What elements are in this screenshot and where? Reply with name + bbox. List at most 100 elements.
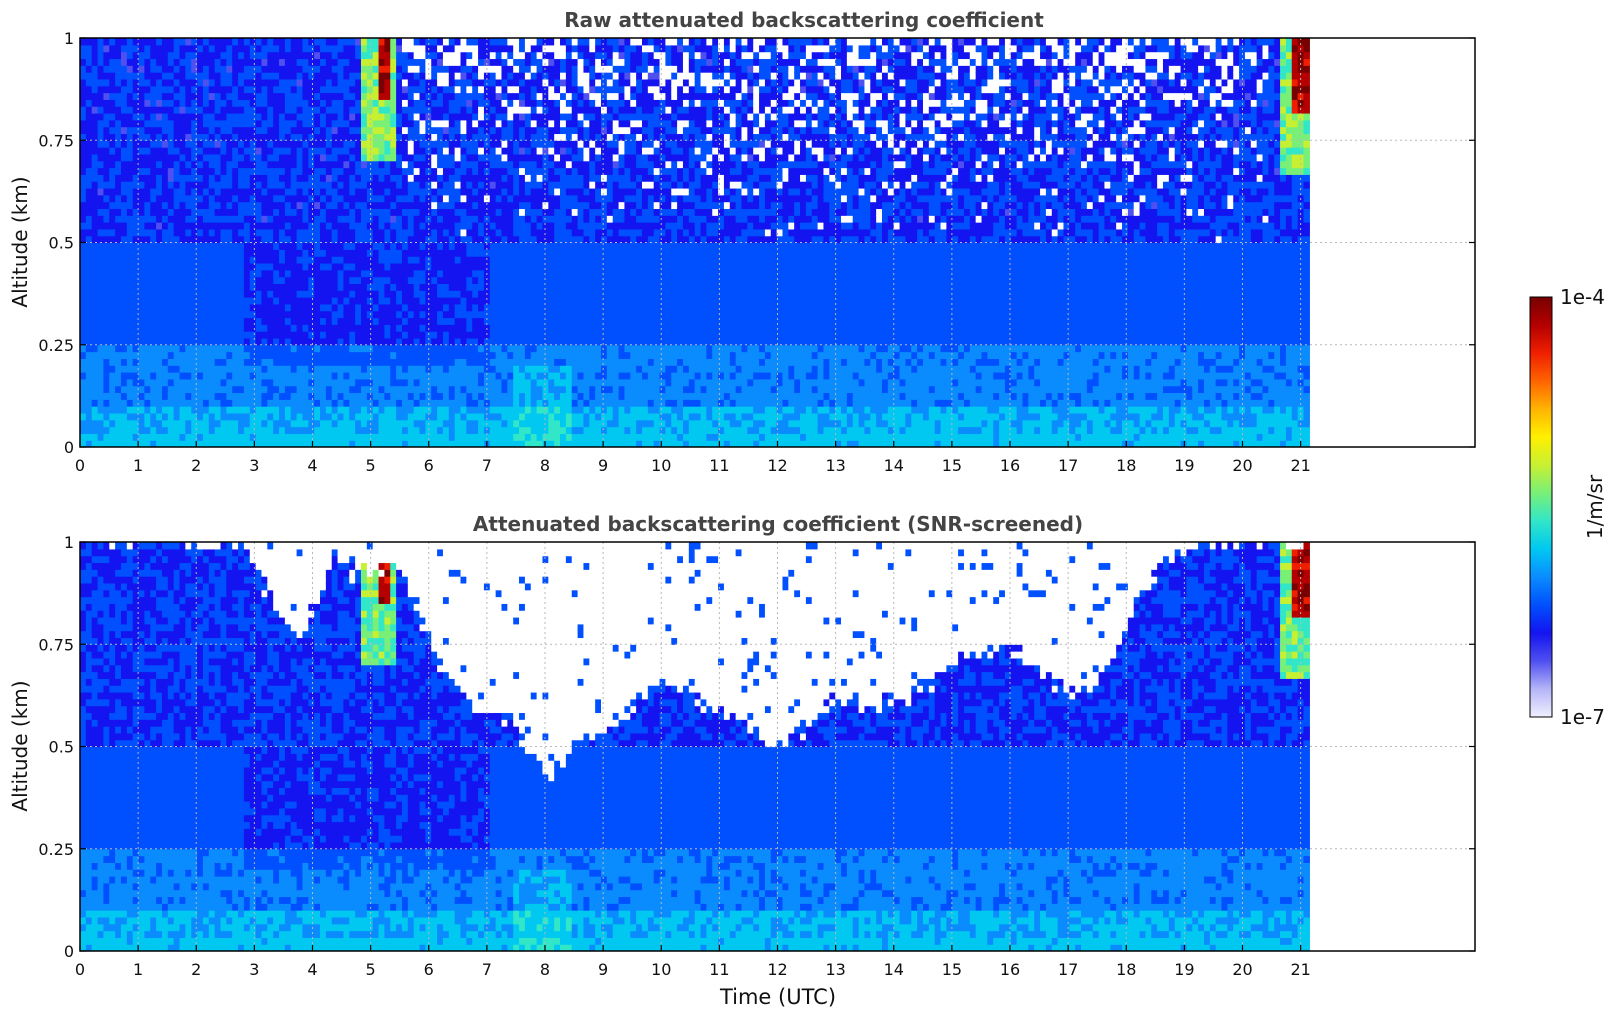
heatmap-cell (167, 406, 175, 414)
heatmap-cell (437, 78, 444, 87)
heatmap-cell (390, 344, 397, 353)
heatmap-cell (91, 351, 99, 359)
heatmap-cell (478, 385, 485, 394)
heatmap-cell (173, 78, 181, 87)
heatmap-cell (542, 208, 549, 216)
heatmap-cell (478, 201, 485, 210)
heatmap-cell (507, 378, 514, 387)
heatmap-cell (442, 399, 450, 407)
heatmap-cell (91, 106, 99, 114)
heatmap-cell (296, 324, 304, 332)
heatmap-cell (226, 331, 233, 339)
heatmap-cell (472, 228, 479, 237)
heatmap-cell (507, 310, 514, 319)
heatmap-cell (501, 406, 508, 414)
heatmap-cell (401, 399, 409, 407)
heatmap-cell (530, 249, 538, 257)
heatmap-cell (407, 283, 415, 291)
heatmap-cell (273, 283, 280, 291)
heatmap-cell (179, 378, 186, 387)
heatmap-cell (208, 440, 216, 447)
heatmap-cell (560, 412, 567, 421)
heatmap-cell (542, 303, 549, 312)
heatmap-cell (97, 133, 105, 141)
heatmap-cell (273, 365, 280, 373)
heatmap-cell (80, 262, 87, 271)
heatmap-cell (401, 385, 409, 394)
heatmap-cell (472, 92, 479, 100)
heatmap-cell (554, 276, 561, 284)
heatmap-cell (536, 222, 544, 230)
heatmap-cell (226, 140, 233, 148)
heatmap-cell (261, 126, 268, 135)
heatmap-cell (208, 324, 216, 332)
heatmap-cell (401, 112, 409, 121)
heatmap-cell (144, 133, 151, 141)
heatmap-cell (284, 208, 292, 216)
heatmap-cell (396, 406, 403, 414)
heatmap-cell (378, 85, 385, 94)
heatmap-cell (349, 106, 356, 114)
heatmap-cell (554, 269, 561, 278)
heatmap-cell (413, 65, 421, 73)
heatmap-cell (355, 283, 362, 291)
heatmap-cell (478, 378, 485, 387)
heatmap-cell (548, 440, 555, 447)
heatmap-cell (103, 160, 110, 169)
heatmap-cell (296, 65, 304, 73)
heatmap-cell (466, 38, 473, 46)
heatmap-cell (255, 126, 263, 135)
heatmap-cell (308, 412, 315, 421)
heatmap-cell (302, 317, 309, 325)
heatmap-cell (390, 65, 397, 73)
heatmap-cell (401, 297, 409, 305)
heatmap-cell (126, 337, 134, 346)
heatmap-cell (197, 58, 204, 66)
heatmap-cell (109, 187, 116, 196)
heatmap-cell (255, 215, 263, 223)
heatmap-cell (179, 256, 186, 264)
heatmap-cell (542, 344, 549, 353)
heatmap-cell (472, 133, 479, 141)
heatmap-cell (554, 181, 561, 189)
heatmap-cell (267, 235, 274, 244)
heatmap-cell (460, 235, 467, 244)
heatmap-cell (413, 58, 421, 66)
heatmap-cell (548, 399, 555, 407)
heatmap-cell (167, 256, 175, 264)
heatmap-cell (337, 215, 345, 223)
heatmap-cell (109, 215, 116, 223)
heatmap-cell (425, 153, 432, 162)
heatmap-cell (472, 412, 479, 421)
heatmap-cell (413, 256, 421, 264)
heatmap-cell (115, 72, 122, 80)
heatmap-cell (115, 112, 122, 121)
heatmap-cell (249, 412, 257, 421)
heatmap-cell (261, 72, 268, 80)
raw-panel-title: Raw attenuated backscattering coefficien… (564, 8, 1044, 32)
heatmap-cell (501, 399, 508, 407)
heatmap-cell (495, 194, 503, 203)
heatmap-cell (536, 106, 544, 114)
heatmap-cell (115, 406, 122, 414)
heatmap-cell (331, 297, 339, 305)
heatmap-cell (437, 235, 444, 244)
heatmap-cell (401, 222, 409, 230)
heatmap-cell (437, 160, 444, 169)
heatmap-cell (197, 378, 204, 387)
heatmap-cell (208, 112, 216, 121)
heatmap-cell (378, 92, 385, 100)
heatmap-cell (273, 358, 280, 366)
heatmap-cell (320, 208, 327, 216)
heatmap-cell (396, 194, 403, 203)
heatmap-cell (349, 433, 356, 441)
heatmap-cell (554, 262, 561, 271)
heatmap-cell (437, 140, 444, 148)
heatmap-cell (442, 297, 450, 305)
heatmap-cell (519, 112, 526, 121)
heatmap-cell (226, 126, 233, 135)
heatmap-cell (202, 112, 210, 121)
heatmap-cell (161, 140, 169, 148)
heatmap-cell (489, 215, 497, 223)
heatmap-cell (103, 119, 110, 128)
